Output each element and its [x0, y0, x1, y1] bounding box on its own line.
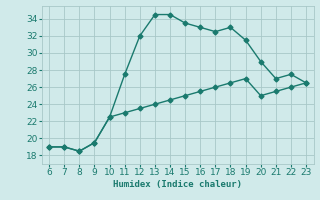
- X-axis label: Humidex (Indice chaleur): Humidex (Indice chaleur): [113, 180, 242, 189]
